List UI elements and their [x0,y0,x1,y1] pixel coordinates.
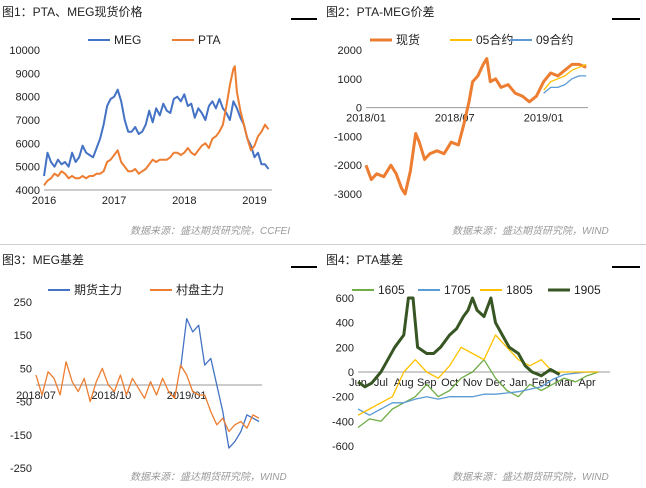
y-tick-label: 10000 [9,45,40,57]
y-tick-label: -600 [332,441,354,453]
y-tick-label: -150 [10,430,32,442]
legend-label: 1905 [574,283,601,297]
y-tick-label: -50 [16,397,32,409]
series-line-现货 [364,57,587,196]
panel-pta-meg-spot: 图1：PTA、MEG现货价格 4000 5000 6000 7000 8000 9000 1… [0,0,322,244]
x-tick-label: Feb [532,377,551,389]
series-line-MEG [43,88,270,177]
y-tick-label: 50 [20,363,32,375]
y-tick-label: 600 [336,293,354,305]
panel-title: 图3：MEG基差 [2,253,85,267]
legend-label: MEG [114,33,141,47]
source-note: 数据来源：盛达期货研究院，WIND [452,472,609,483]
y-tick-label: 8000 [16,92,40,104]
legend-label: 期货主力 [74,282,122,297]
x-tick-label: Sep [417,377,437,389]
series-line-1705 [357,371,599,416]
y-tick-label: 400 [336,318,354,330]
x-tick-label: Jan [509,377,527,389]
panel-title: 图2：PTA-MEG价差 [326,5,435,19]
x-tick-label: Aug [394,377,414,389]
chart-pta-meg-spread: -3000 -2000 -1000 0 1000 2000 2018/01 2018/07 20… [334,32,588,201]
x-tick-label: Jul [374,377,388,389]
x-tick-label: Oct [441,377,458,389]
series-line-09合约 [543,75,587,94]
y-tick-label: 1000 [338,74,362,86]
x-tick-label: 2019 [242,195,266,207]
y-tick-label: 250 [14,297,32,309]
source-note: 数据来源：盛达期货研究院，CCFEI [130,226,290,237]
series-line-村盘主力 [35,361,260,433]
y-tick-label: 0 [356,103,362,115]
y-tick-label: 4000 [16,185,40,197]
legend-label: 现货 [396,32,420,47]
x-tick-label: 2018/07 [435,113,475,125]
series-line-期货主力 [179,317,260,449]
x-tick-label: 2018/10 [91,390,131,402]
series-line-1905 [357,296,561,389]
y-tick-label: -250 [10,463,32,475]
y-tick-label: 5000 [16,162,40,174]
y-tick-label: 150 [14,330,32,342]
divider [0,244,646,245]
legend-label: 09合约 [536,32,573,47]
y-tick-label: 6000 [16,138,40,150]
x-tick-label: 2018/07 [16,390,56,402]
y-tick-label: -2000 [334,160,362,172]
x-tick-label: 2017 [102,195,126,207]
x-tick-label: 2018/01 [346,113,386,125]
chart-meg-basis: -250 -150 -50 50 150 250 2018/07 2018/10 2019/01… [10,282,262,475]
legend-label: PTA [198,33,220,47]
x-tick-label: Apr [579,377,596,389]
title-rule [291,266,317,268]
y-tick-label: -400 [332,416,354,428]
series-line-1605 [357,359,599,429]
x-tick-label: 2018 [172,195,196,207]
source-note: 数据来源：盛达期货研究院，WIND [130,472,287,483]
y-tick-label: -1000 [334,131,362,143]
title-rule [612,266,640,268]
panel-title: 图4：PTA基差 [326,253,404,267]
panel-pta-meg-spread: 图2：PTA-MEG价差 -3000 -2000 -1000 0 1000 2000 201… [322,0,646,244]
y-tick-label: 7000 [16,115,40,127]
panel-pta-basis: 图4：PTA基差 -600 -400 -200 0 200 400 600 Jun Jul Aug… [322,246,646,488]
x-tick-label: 2016 [32,195,56,207]
y-tick-label: -200 [332,392,354,404]
panel-title: 图1：PTA、MEG现货价格 [2,5,143,19]
series-line-PTA [43,65,270,186]
legend-label: 1605 [378,283,405,297]
x-tick-label: 2019/01 [167,390,207,402]
y-tick-label: 2000 [338,45,362,57]
source-note: 数据来源：盛达期货研究院，WIND [452,226,609,237]
x-tick-label: Nov [463,377,483,389]
y-tick-label: 200 [336,342,354,354]
y-tick-label: 0 [348,367,354,379]
series-line-05合约 [543,63,587,91]
legend-label: 1805 [506,283,533,297]
title-rule [291,18,317,20]
panel-meg-basis: 图3：MEG基差 -250 -150 -50 50 150 250 2018/07 2018/… [0,246,322,488]
y-tick-label: 9000 [16,68,40,80]
x-tick-label: 2019/01 [524,113,564,125]
title-rule [612,18,640,20]
y-tick-label: -3000 [334,189,362,201]
x-tick-label: Dec [486,377,506,389]
legend-label: 村盘主力 [176,282,224,297]
legend-label: 05合约 [476,32,513,47]
legend-label: 1705 [444,283,471,297]
chart-pta-meg-spot: 4000 5000 6000 7000 8000 9000 10000 2016 2017 201… [9,33,272,207]
series-line-1805 [357,334,599,416]
